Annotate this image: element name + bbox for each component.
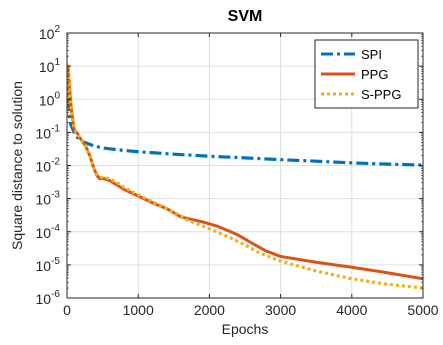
legend: SPI PPG S-PPG (314, 39, 419, 109)
y-tick-label: 10-3 (36, 190, 61, 208)
x-axis-label: Epochs (222, 321, 269, 337)
chart-title: SVM (228, 8, 263, 25)
x-tick-label: 4000 (336, 302, 367, 318)
x-tick-label: 0 (63, 302, 71, 318)
y-tick-label: 10-1 (36, 123, 61, 141)
series-line-s-ppg (67, 61, 423, 290)
y-tick-label: 10-6 (36, 289, 61, 307)
y-tick-label: 102 (39, 24, 61, 42)
y-tick-label: 10-5 (36, 256, 61, 274)
ticks: 0 1000 2000 3000 4000 5000 10-6 10-5 10-4 10-3 10-… (36, 24, 439, 318)
series-layer (67, 61, 423, 290)
legend-label-spi: SPI (361, 47, 382, 62)
x-tick-label: 2000 (194, 302, 225, 318)
x-tick-label: 5000 (407, 302, 438, 318)
y-tick-label: 100 (39, 90, 61, 108)
x-tick-label: 3000 (265, 302, 296, 318)
legend-label-s-ppg: S-PPG (361, 87, 401, 102)
series-line-spi (67, 99, 423, 167)
y-axis-label: Square distance to solution (9, 81, 25, 250)
legend-label-ppg: PPG (361, 67, 388, 82)
y-tick-label: 101 (39, 57, 61, 75)
x-tick-label: 1000 (123, 302, 154, 318)
y-tick-label: 10-4 (36, 223, 61, 241)
y-tick-label: 10-2 (36, 157, 61, 175)
